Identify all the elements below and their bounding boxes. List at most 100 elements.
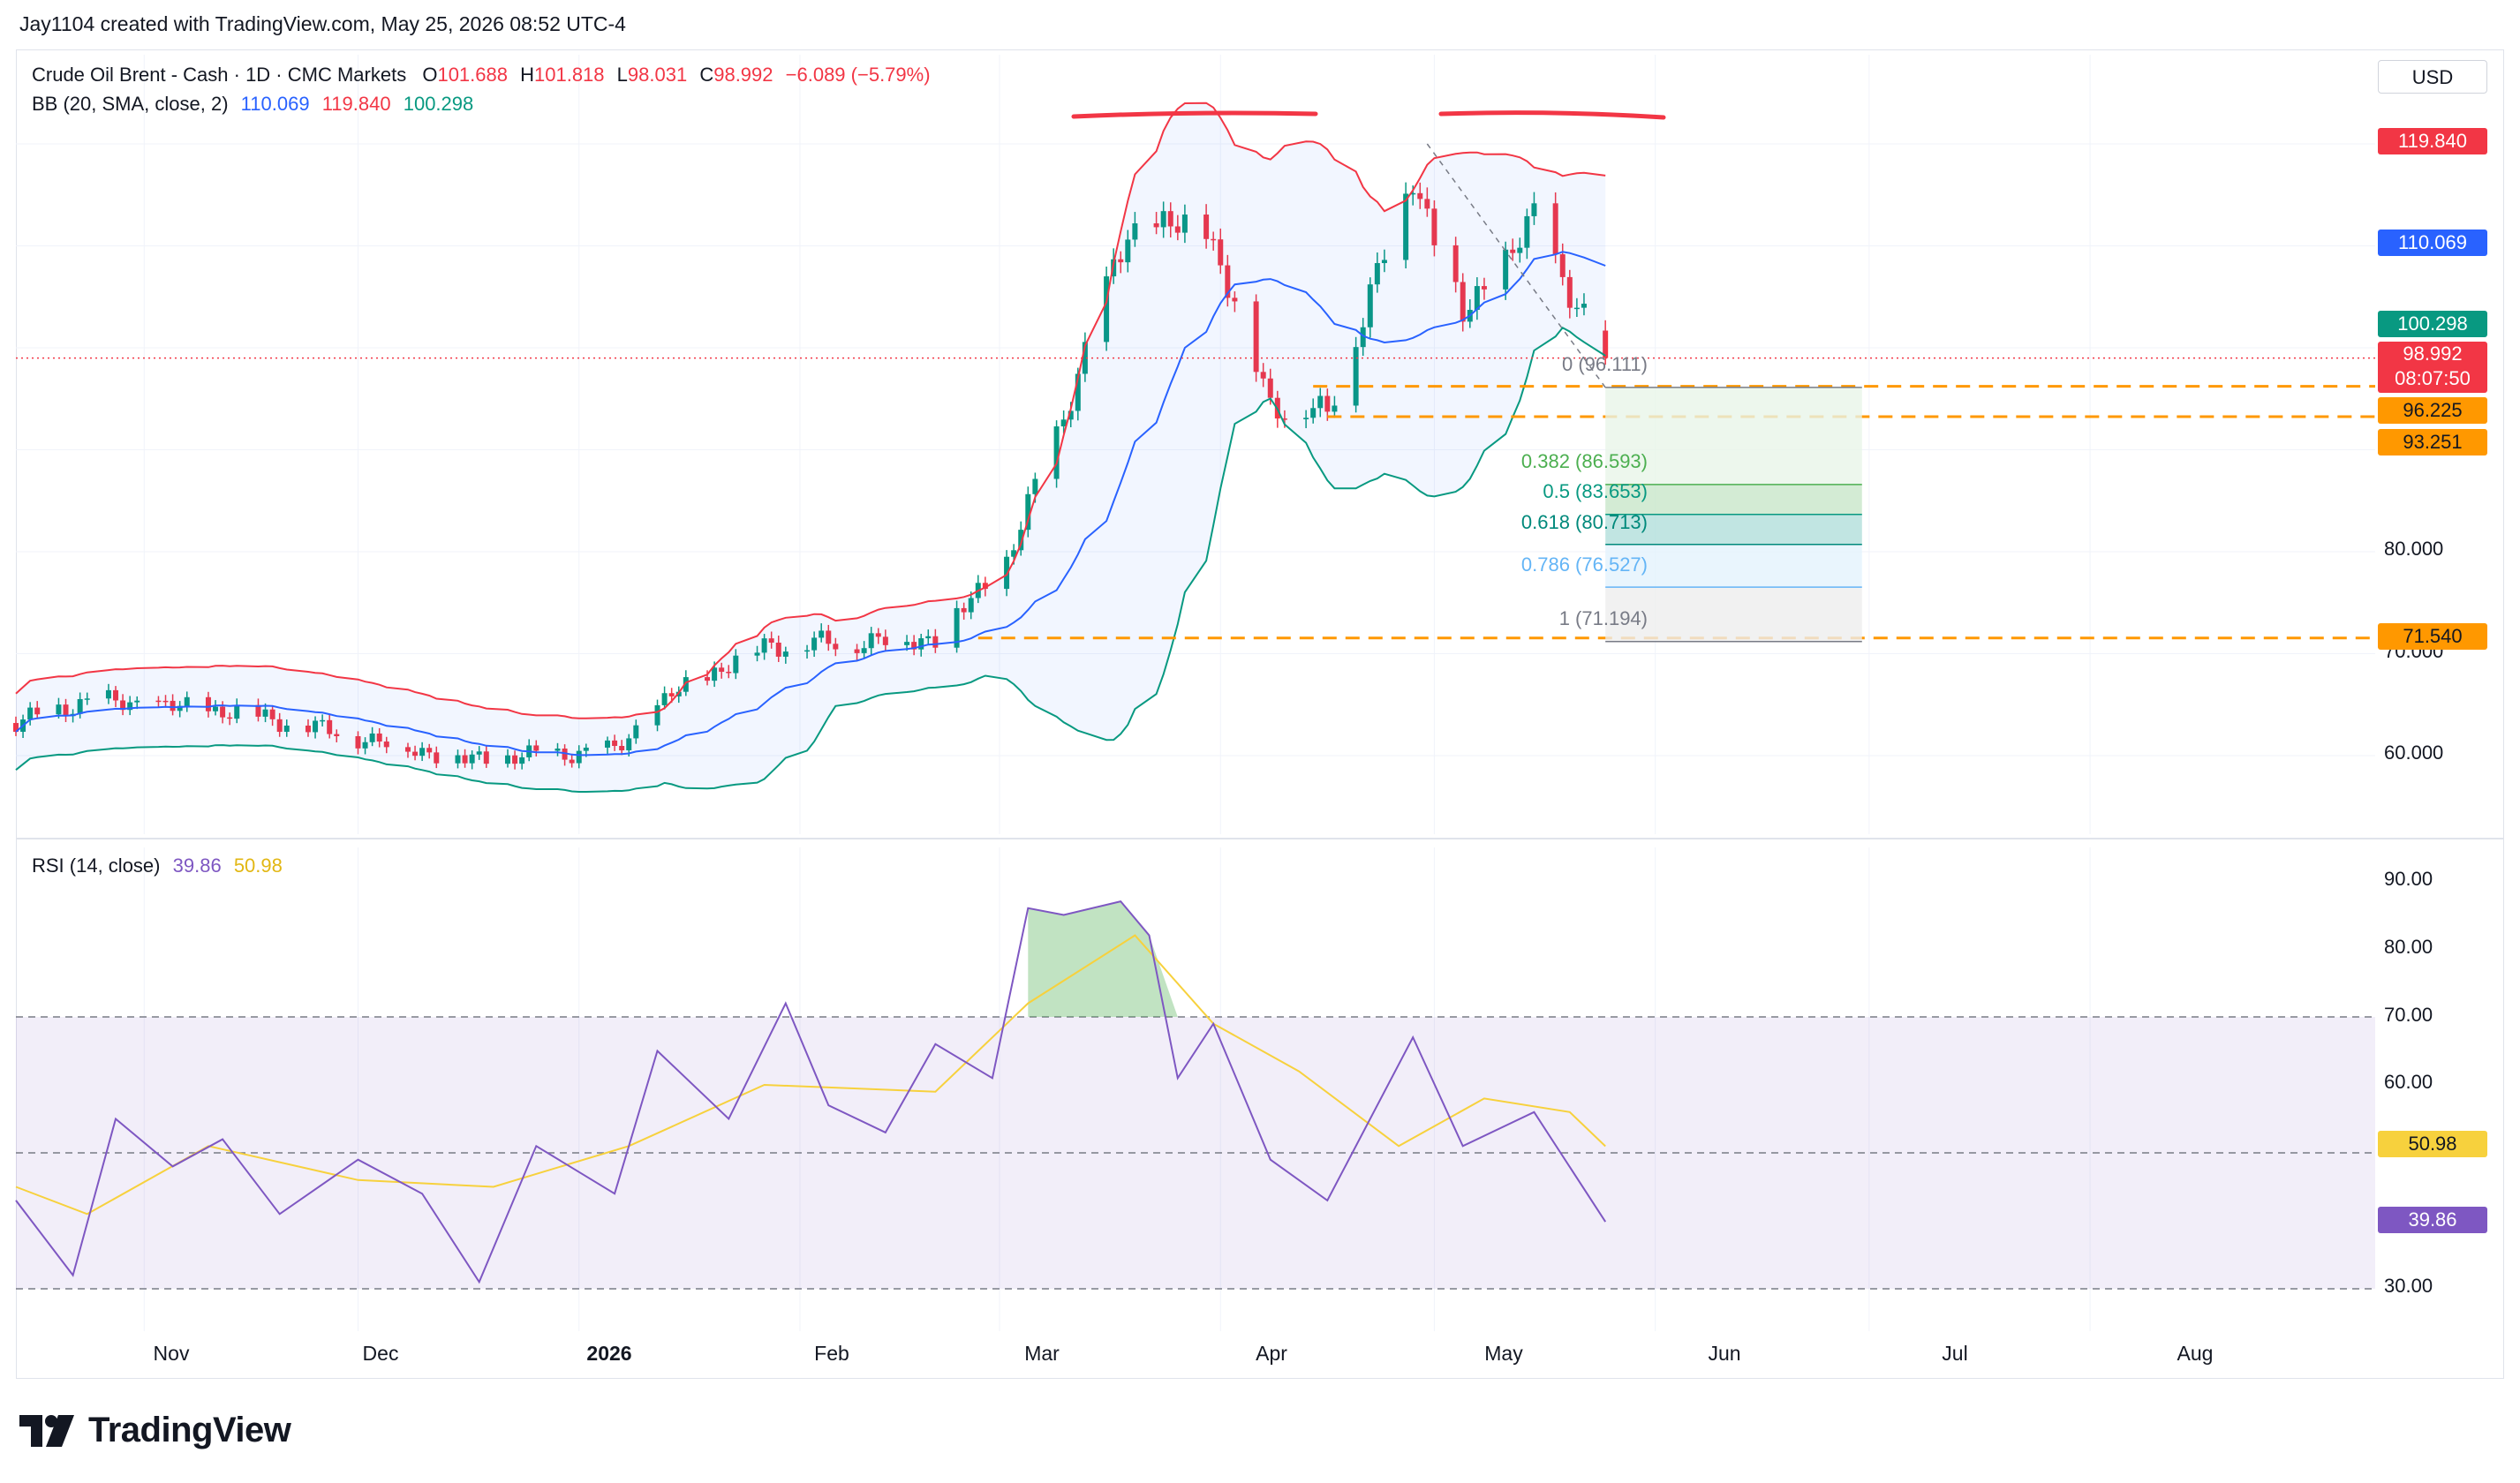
candle-body xyxy=(925,636,932,639)
candle-body xyxy=(854,649,860,653)
candle-body xyxy=(804,650,811,652)
high-label: H xyxy=(520,64,534,86)
candle-body xyxy=(269,709,275,719)
candle-body xyxy=(177,705,183,711)
author-credit: Jay1104 created with TradingView.com, Ma… xyxy=(19,12,626,35)
candle-body xyxy=(819,630,825,638)
candle-body xyxy=(105,689,111,699)
candle-body xyxy=(1303,418,1309,419)
currency-button[interactable]: USD xyxy=(2378,60,2487,94)
candle-body xyxy=(1524,215,1530,248)
candle-body xyxy=(462,755,468,764)
high-value: 101.818 xyxy=(534,64,605,86)
peak-marker-2 xyxy=(1438,110,1666,120)
candle-body xyxy=(213,706,219,711)
candle-body xyxy=(1573,307,1580,310)
candle-body xyxy=(1025,493,1031,531)
candle-body xyxy=(1011,550,1017,557)
candle-body xyxy=(875,633,881,637)
candle-body xyxy=(576,750,582,764)
candle-body xyxy=(313,720,319,733)
candle-body xyxy=(1153,222,1159,228)
rsi-ma-line xyxy=(15,934,1606,1216)
candle-body xyxy=(1118,259,1124,263)
bar-countdown: 08:07:50 xyxy=(2395,367,2471,389)
rsi-tick-60: 60.00 xyxy=(2384,1071,2433,1093)
candle-body xyxy=(1053,426,1060,479)
bb-lower-badge: 100.298 xyxy=(2378,311,2487,337)
bb-lower-line xyxy=(15,327,1606,793)
candle-body xyxy=(882,636,888,645)
change-value: −6.089 (−5.79%) xyxy=(785,64,931,86)
candle-body xyxy=(705,677,711,681)
candle-body xyxy=(932,636,939,648)
candle-body xyxy=(63,704,69,717)
candle-body xyxy=(1503,249,1509,290)
candle-body xyxy=(1559,254,1566,277)
fib-label-05: 0.5 (83.653) xyxy=(1543,480,1648,502)
candle-body xyxy=(1260,372,1266,379)
low-label: L xyxy=(616,64,628,86)
candle-body xyxy=(1310,408,1317,418)
fib-label-0: 0 (96.111) xyxy=(1561,353,1648,375)
candle-body xyxy=(120,700,126,711)
fib-label-1: 1 (71.194) xyxy=(1558,607,1648,629)
candle-body xyxy=(1353,347,1359,406)
fib-zone xyxy=(1605,587,1862,642)
level-badge-2: 93.251 xyxy=(2378,429,2487,455)
candle-body xyxy=(605,740,611,748)
fib-trend-line xyxy=(1426,143,1606,388)
candle-body xyxy=(775,643,781,657)
candle-body xyxy=(954,607,960,648)
fib-zone xyxy=(1605,387,1862,485)
candle-body xyxy=(619,746,625,751)
bb-legend: BB (20, SMA, close, 2) 110.069 119.840 1… xyxy=(32,93,473,116)
candle-body xyxy=(1075,373,1081,411)
bb-basis-line xyxy=(15,251,1606,757)
candle-body xyxy=(234,704,240,719)
candle-body xyxy=(1481,286,1487,290)
candle-body xyxy=(220,706,226,718)
ohlc-legend: Crude Oil Brent - Cash · 1D · CMC Market… xyxy=(32,64,931,87)
rsi-tick-70: 70.00 xyxy=(2384,1004,2433,1026)
candle-body xyxy=(1132,222,1138,240)
bb-upper-badge: 119.840 xyxy=(2378,128,2487,154)
candle-body xyxy=(1253,301,1259,373)
candle-body xyxy=(1474,286,1480,311)
candle-body xyxy=(283,725,290,733)
candle-body xyxy=(1181,215,1188,233)
symbol-title: Crude Oil Brent - Cash · 1D · CMC Market… xyxy=(32,64,407,86)
candle-body xyxy=(262,709,268,717)
candle-body xyxy=(761,638,767,653)
candle-body xyxy=(1125,239,1131,263)
x-label-jun: Jun xyxy=(1708,1342,1741,1365)
candle-body xyxy=(334,734,340,736)
candle-body xyxy=(1267,378,1273,398)
bb-label: BB (20, SMA, close, 2) xyxy=(32,93,229,115)
x-label-nov: Nov xyxy=(153,1342,190,1365)
candle-body xyxy=(1004,556,1010,590)
candle-body xyxy=(1281,418,1287,420)
candle-body xyxy=(1552,203,1558,255)
candle-body xyxy=(668,693,675,696)
fib-label-0618: 0.618 (80.713) xyxy=(1520,511,1648,533)
candle-body xyxy=(1452,245,1459,282)
candle-body xyxy=(327,719,333,734)
candle-body xyxy=(826,630,832,644)
fib-zone xyxy=(1605,544,1862,588)
candle-body xyxy=(1410,192,1416,195)
rsi-overbought-fill xyxy=(1028,901,1178,1017)
candle-body xyxy=(56,704,62,715)
price-tick-80: 80.000 xyxy=(2384,538,2444,560)
candle-body xyxy=(626,738,632,751)
candle-body xyxy=(1232,297,1238,302)
x-label-jul: Jul xyxy=(1942,1342,1968,1365)
candle-body xyxy=(113,689,119,701)
candle-body xyxy=(412,751,419,757)
candle-body xyxy=(1531,203,1537,216)
candle-body xyxy=(34,707,41,715)
tradingview-logo[interactable]: TradingView xyxy=(19,1411,291,1450)
candle-body xyxy=(476,751,482,755)
x-label-apr: Apr xyxy=(1256,1342,1287,1365)
bb-basis-badge: 110.069 xyxy=(2378,230,2487,256)
